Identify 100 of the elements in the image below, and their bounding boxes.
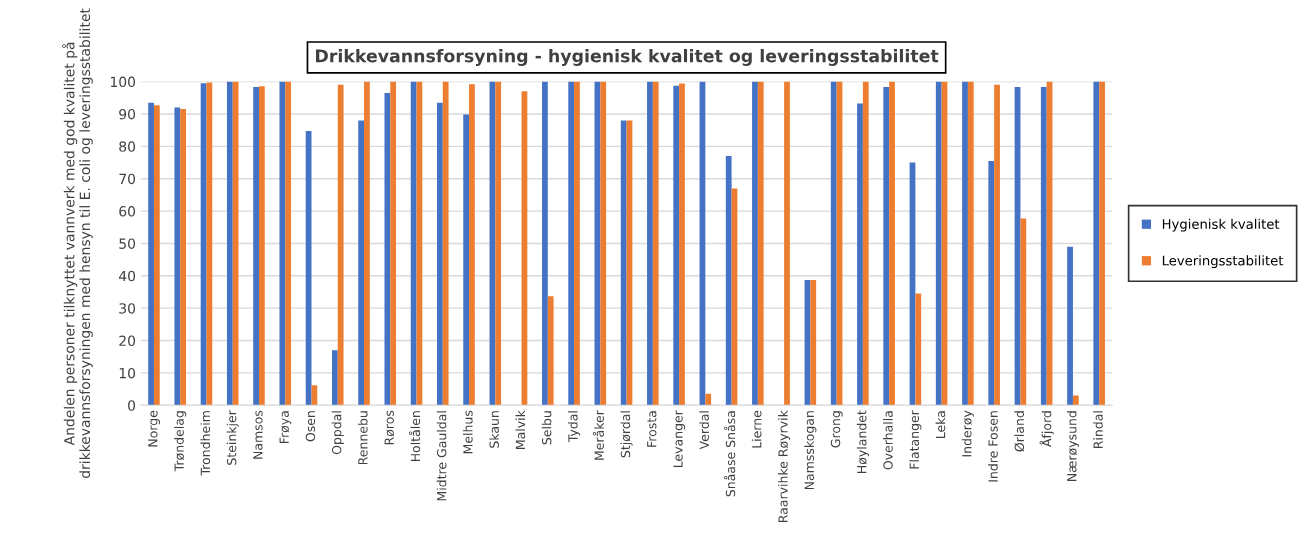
x-tick-label: Levanger [673,410,686,468]
bar [889,81,895,406]
y-tick-label: 30 [119,303,136,314]
bar [620,120,627,406]
bar [253,87,259,406]
bar [442,81,449,406]
x-tick-label: Flatanger [909,410,922,469]
y-axis-title: Andelen personer tilknyttet vannverk med god kvalitet på drikkevannsforsyningen med hensyn til E. coli og leveringsstabilitet [62,8,93,478]
bar [647,81,653,406]
x-tick-label: Verdal [699,411,709,450]
bar [279,81,286,406]
x-tick-label: Melhus [462,410,473,454]
x-tick-label: Stjørdal [620,411,633,458]
bar [1020,218,1027,406]
bar [311,385,318,406]
bar [725,156,732,406]
bar [1067,246,1073,406]
x-tick-label: Åfjord [1039,411,1054,447]
bar [857,103,863,406]
x-tick-label: Trøndelag [174,411,187,472]
bar [148,102,154,406]
bar [364,81,370,406]
bar [757,81,764,406]
x-tick-label: Namsos [253,410,263,459]
bar [784,81,790,406]
x-tick-label: Rennebu [357,411,368,465]
x-tick-label: Malvik [515,410,526,449]
x-tick-label: Snåase Snåsa [724,411,736,497]
bar [331,350,338,406]
bar [1093,81,1100,406]
bar [410,81,417,406]
bar [1099,81,1105,406]
bar [679,83,685,406]
bar [574,81,580,406]
x-tick-label: Skaun [489,411,499,448]
bar [673,85,680,406]
x-tick-label: Raarvihke Røyrvik [778,410,791,522]
y-tick-label: 20 [119,335,136,347]
x-tick-label: Leka [935,411,946,439]
x-tick-label: Nærøysund [1066,411,1079,482]
y-tick-label: 10 [119,367,136,379]
bar [390,81,397,406]
bar [384,92,391,406]
bar [1072,395,1079,406]
bar [994,84,1000,406]
x-tick-label: Steinkjer [226,410,239,465]
bar [153,105,160,406]
y-tick-label: 60 [119,206,136,217]
bar [542,81,548,406]
bar [232,81,239,406]
bar [810,280,817,406]
y-tick-label: 100 [110,76,136,88]
x-tick-label: Inderøy [961,410,974,457]
bar [469,84,475,406]
bar [962,81,968,406]
bar [547,296,554,406]
x-tick-label: Frosta [647,411,657,447]
bar [915,293,922,406]
bar [600,81,607,406]
bar [206,82,213,406]
y-tick-label: 80 [119,141,136,152]
bar [226,81,233,406]
x-tick-label: Indre Fosen [988,411,998,482]
y-tick-label: 40 [118,270,136,282]
x-tick-label: Overhalla [883,411,893,470]
bar [437,102,443,406]
bar [495,81,502,406]
y-tick-label: 90 [119,108,136,120]
x-tick-label: Oppdal [331,411,344,455]
bar [862,81,869,406]
x-tick-label: Namsskogan [804,411,817,490]
x-tick-label: Selbu [541,411,552,445]
bar [883,87,890,406]
bar [174,107,181,406]
y-tick-label: 0 [128,400,136,411]
x-tick-label: Røros [384,410,395,445]
y-tick-label: 70 [119,173,136,185]
x-tick-label: Grong [830,411,843,448]
x-tick-label: Trondheim [200,411,211,476]
x-tick-label: Norge [148,410,161,447]
x-tick-label: Ørland [1014,411,1025,452]
x-tick-label: Tydal [568,411,581,443]
bar [258,86,265,406]
bar [652,81,659,406]
y-tick-label: 50 [119,238,136,249]
bar [988,160,995,406]
x-tick-label: Holtålen [409,411,421,462]
bar [830,81,837,406]
x-tick-label: Osen [305,411,316,442]
x-tick-label: Meråker [592,410,604,460]
bar [967,81,974,406]
legend-label: Hygienisk kvalitet [1162,218,1280,232]
legend-label: Leveringsstabilitet [1162,255,1284,269]
bar [285,81,292,406]
bar [180,109,186,406]
x-tick-label: Lierne [751,410,762,448]
bar [752,81,758,406]
x-tick-label: Frøya [279,411,292,444]
bar [705,393,712,406]
chart-title: Drikkevannsforsyning - hygienisk kvalitet og leveringsstabilitet [316,48,939,66]
